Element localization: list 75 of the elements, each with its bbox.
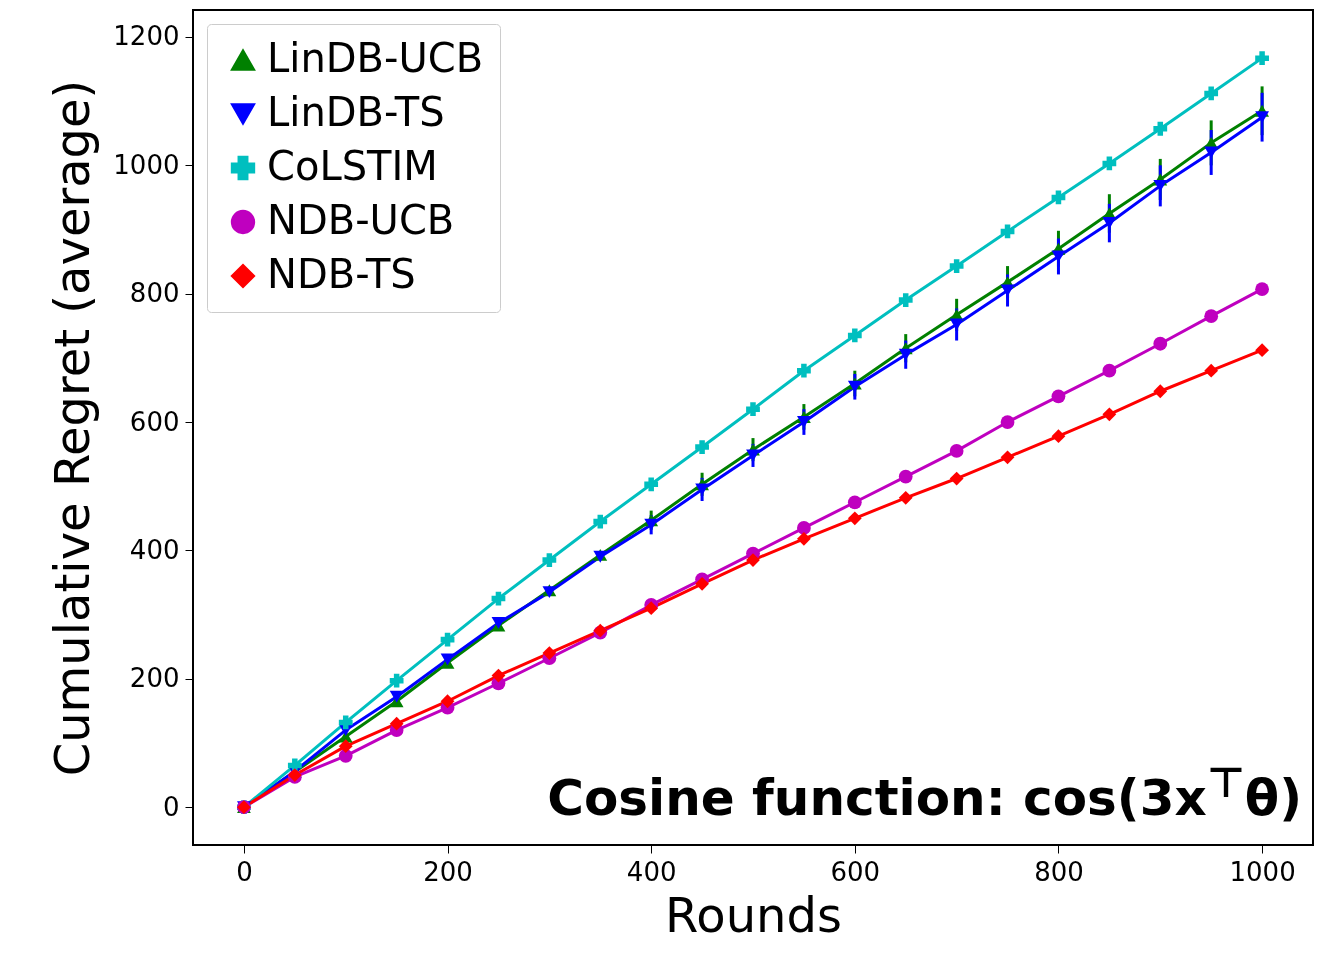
point [898, 469, 913, 484]
y-axis-title: Cumulative Regret (average) [44, 79, 101, 777]
y-tick-label: 0 [162, 791, 180, 822]
point [1255, 111, 1269, 124]
point [898, 293, 913, 307]
point [847, 495, 862, 510]
point [949, 259, 964, 273]
point [797, 521, 811, 535]
point [797, 363, 811, 378]
point [644, 477, 659, 492]
point [847, 328, 862, 343]
y-tick-label: 600 [129, 406, 180, 437]
point [1000, 415, 1015, 429]
point [440, 694, 455, 709]
point [1153, 121, 1168, 136]
point [1000, 450, 1015, 465]
point [898, 348, 913, 361]
point [1204, 363, 1219, 378]
point [695, 483, 709, 496]
point [1000, 284, 1015, 297]
point [542, 646, 557, 660]
point [949, 444, 964, 458]
point [695, 576, 709, 591]
x-tick-label: 1000 [1229, 856, 1296, 887]
point [898, 490, 913, 505]
point [1204, 146, 1219, 159]
point [1051, 429, 1066, 444]
point [593, 514, 608, 529]
point [1051, 389, 1066, 404]
x-tick-label: 200 [423, 856, 473, 887]
x-tick-label: 600 [830, 856, 881, 887]
y-tick-label: 1000 [113, 149, 180, 180]
point [440, 632, 455, 647]
legend-label: LinDB-UCB [267, 35, 484, 81]
y-tick-label: 800 [129, 278, 180, 309]
point [1204, 309, 1219, 324]
point [1153, 179, 1168, 192]
legend-label: NDB-TS [267, 251, 416, 297]
point [1204, 86, 1219, 101]
point [797, 531, 811, 546]
point [338, 715, 353, 730]
x-tick-label: 0 [236, 856, 253, 887]
point [644, 518, 659, 531]
point [1255, 51, 1269, 66]
point [949, 471, 964, 486]
x-tick-label: 400 [626, 856, 677, 887]
y-tick-label: 1200 [113, 21, 180, 52]
point [389, 690, 404, 703]
point [746, 449, 760, 462]
point [542, 553, 557, 567]
point [389, 673, 404, 688]
point [389, 716, 404, 731]
x-tick-label: 800 [1034, 856, 1084, 887]
legend-label: NDB-UCB [267, 197, 455, 243]
x-axis-title: Rounds [665, 886, 842, 943]
point [1153, 384, 1168, 399]
point [695, 440, 709, 454]
point [1102, 407, 1117, 422]
point [1255, 343, 1269, 358]
point [847, 511, 862, 526]
point [1051, 250, 1066, 263]
point [949, 318, 964, 331]
point [1102, 156, 1117, 171]
point [644, 601, 659, 616]
legend-label: LinDB-TS [267, 89, 445, 135]
annotation: Cosine function: cos(3x$^{⊤}$θ) [547, 758, 1302, 827]
point [1255, 282, 1269, 297]
y-tick-label: 400 [129, 534, 180, 565]
point [746, 402, 760, 417]
point [1153, 336, 1168, 351]
point [338, 739, 353, 754]
point [1102, 363, 1117, 378]
legend-label: CoLSTIM [267, 143, 438, 189]
point [1102, 217, 1117, 230]
y-tick-label: 200 [129, 663, 180, 694]
